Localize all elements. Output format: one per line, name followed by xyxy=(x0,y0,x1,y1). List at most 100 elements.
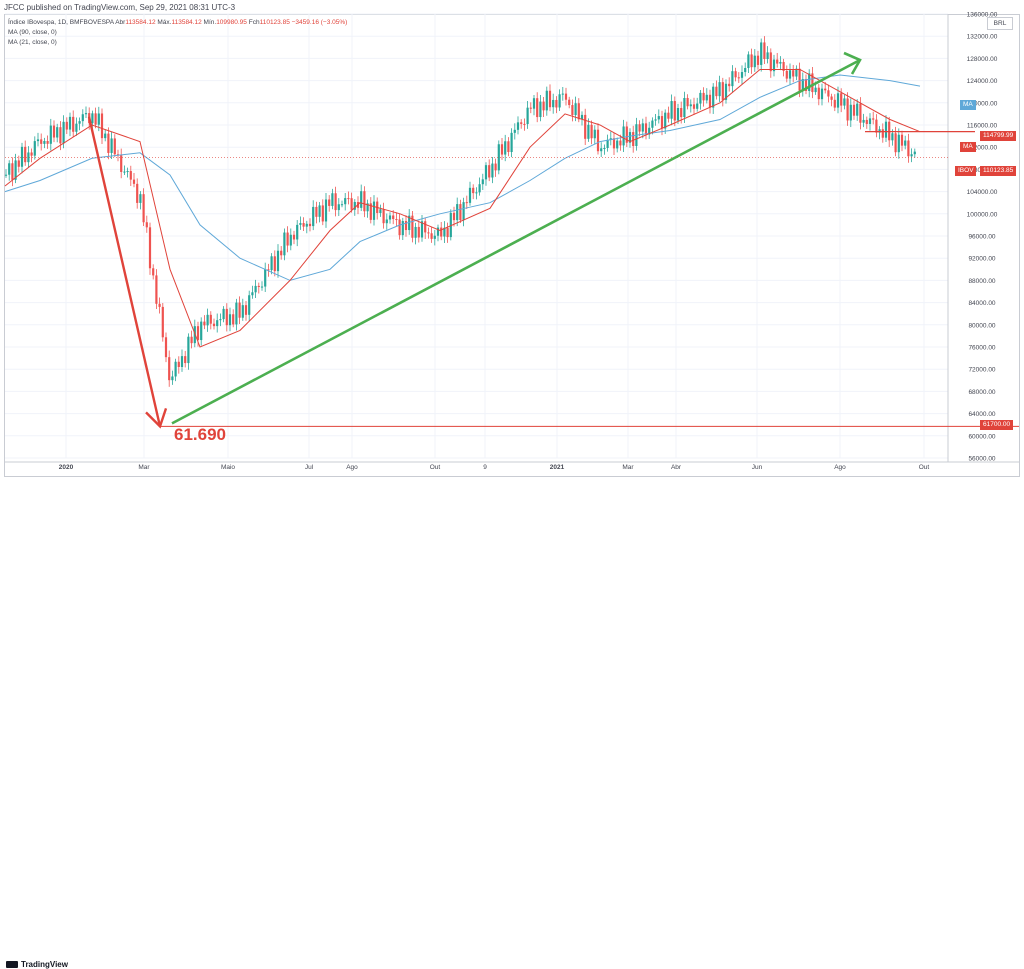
candle-body xyxy=(664,112,667,129)
y-tick-label: 88000.00 xyxy=(968,278,995,285)
candle-body xyxy=(267,269,270,271)
candle-body xyxy=(484,165,488,180)
candle-body xyxy=(248,295,251,315)
x-tick-label: Jul xyxy=(305,464,314,471)
candle-body xyxy=(744,68,747,73)
candle-body xyxy=(302,223,305,227)
candle-body xyxy=(49,125,52,144)
legend-low: 109980.95 xyxy=(216,19,247,26)
candle-body xyxy=(708,94,712,108)
candle-body xyxy=(510,132,513,153)
candle-body xyxy=(862,119,865,123)
candle-body xyxy=(299,223,302,225)
candle-body xyxy=(913,151,916,155)
y-tick-label: 128000.00 xyxy=(967,56,998,63)
candle-body xyxy=(241,305,244,318)
candle-body xyxy=(897,134,900,153)
candle-body xyxy=(683,97,686,118)
y-tick-label: 104000.00 xyxy=(967,189,998,196)
candle-body xyxy=(334,193,337,211)
candle-body xyxy=(392,215,395,220)
low-annotation-label: 61.690 xyxy=(174,425,226,444)
tradingview-logo[interactable]: TradingView xyxy=(6,960,68,969)
candle-body xyxy=(257,285,260,288)
y-tick-label: 116000.00 xyxy=(967,123,998,130)
candle-body xyxy=(667,112,670,119)
legend-title: Índice IBovespa, 1D, BMFBOVESPA xyxy=(8,19,114,26)
candle-body xyxy=(158,303,161,307)
candle-body xyxy=(420,221,424,238)
candle-body xyxy=(395,219,398,221)
candle-body xyxy=(779,61,782,64)
candle-body xyxy=(795,68,798,77)
candle-body xyxy=(619,140,622,146)
candle-body xyxy=(648,127,651,135)
candle-body xyxy=(91,113,94,124)
candle-body xyxy=(62,121,65,144)
y-tick-label: 72000.00 xyxy=(968,367,995,374)
candle-body xyxy=(654,119,657,121)
candle-body xyxy=(196,326,200,341)
candle-body xyxy=(536,98,539,118)
candle-body xyxy=(577,103,580,120)
currency-button[interactable]: BRL xyxy=(987,17,1013,30)
candle-body xyxy=(609,138,612,140)
candle-body xyxy=(507,141,510,153)
candle-body xyxy=(116,154,120,156)
candle-body xyxy=(462,202,465,221)
uptrend-arrow-head-icon xyxy=(843,51,862,75)
candle-body xyxy=(30,152,33,156)
legend-ma-slow[interactable]: MA (90, close, 0) xyxy=(8,29,57,36)
candle-body xyxy=(337,204,340,211)
candle-body xyxy=(174,361,177,377)
candle-body xyxy=(97,113,100,125)
candle-body xyxy=(328,199,331,206)
candle-body xyxy=(686,97,689,107)
candle-body xyxy=(568,99,571,106)
candle-body xyxy=(840,93,843,106)
candle-body xyxy=(907,140,910,157)
candle-body xyxy=(142,194,145,223)
candle-body xyxy=(136,183,139,203)
candle-body xyxy=(305,223,308,227)
candle-body xyxy=(705,94,708,101)
candle-body xyxy=(84,113,88,115)
crash-arrow-head-icon xyxy=(145,407,168,429)
candle-body xyxy=(603,147,606,149)
legend-high: 113584.12 xyxy=(171,19,202,26)
candle-body xyxy=(126,171,129,173)
candle-body xyxy=(200,321,203,341)
candle-body xyxy=(600,148,603,152)
x-tick-label: Mar xyxy=(138,464,150,471)
candle-body xyxy=(132,179,136,184)
candle-body xyxy=(491,163,494,178)
candle-body xyxy=(792,70,795,77)
candle-body xyxy=(404,221,408,231)
candle-body xyxy=(670,101,673,119)
candle-body xyxy=(171,376,174,381)
y-tick-label: 124000.00 xyxy=(967,78,998,85)
price-chart[interactable]: 56000.00 60000.00 64000.00 68000.00 72000.00… xyxy=(0,0,1024,495)
candle-body xyxy=(878,129,881,133)
candle-body xyxy=(228,314,232,326)
candle-body xyxy=(718,82,721,97)
legend-ma-fast[interactable]: MA (21, close, 0) xyxy=(8,39,57,46)
candle-body xyxy=(657,116,660,120)
candle-body xyxy=(107,133,110,153)
candle-body xyxy=(676,108,680,121)
x-tick-label: Maio xyxy=(221,464,235,471)
candle-body xyxy=(270,256,273,271)
candle-body xyxy=(814,87,817,93)
candle-body xyxy=(836,93,840,108)
candle-body xyxy=(276,250,280,272)
candle-body xyxy=(488,165,491,178)
candle-body xyxy=(232,314,235,325)
candle-body xyxy=(52,125,56,138)
candle-body xyxy=(766,52,769,60)
candle-body xyxy=(36,139,40,142)
candle-body xyxy=(382,209,385,224)
candle-body xyxy=(203,321,206,326)
candle-body xyxy=(651,120,654,128)
candle-body xyxy=(187,336,190,364)
candle-body xyxy=(872,118,875,120)
